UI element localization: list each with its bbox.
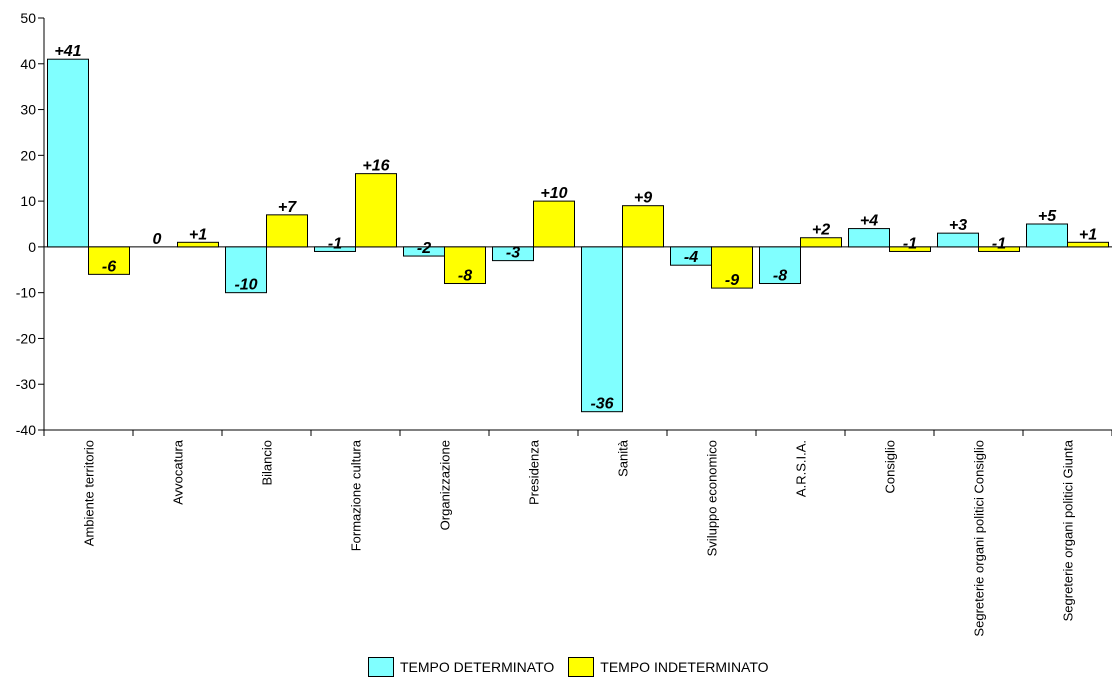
bar-tempo-determinato (1026, 223, 1068, 248)
bar-tempo-indeterminato (711, 246, 753, 289)
legend: TEMPO DETERMINATO TEMPO INDETERMINATO (368, 656, 783, 678)
data-label: +4 (860, 213, 878, 230)
bar-tempo-determinato (225, 246, 267, 294)
bar-tempo-determinato (314, 246, 356, 252)
x-category-label: Sviluppo economico (705, 440, 720, 556)
data-label: -4 (684, 249, 698, 266)
data-label: -1 (903, 235, 917, 252)
x-category-label: Consiglio (883, 440, 898, 493)
data-label: -36 (590, 396, 613, 413)
data-label: +7 (278, 199, 297, 216)
data-label: -1 (328, 235, 342, 252)
bar-tempo-indeterminato (266, 214, 308, 248)
bar-tempo-determinato (759, 246, 801, 285)
data-label: +41 (54, 43, 81, 60)
y-tick-label: 40 (20, 56, 36, 72)
data-label: +1 (189, 226, 207, 243)
data-label: -8 (773, 268, 787, 285)
y-tick-label: -40 (16, 422, 36, 438)
data-label: -9 (725, 272, 739, 289)
y-tick-label: 30 (20, 102, 36, 118)
x-category-label: Sanità (616, 439, 631, 477)
bar-tempo-indeterminato (533, 200, 575, 248)
bar-tempo-indeterminato (177, 241, 219, 248)
y-tick-label: 10 (20, 193, 36, 209)
data-label: -8 (458, 268, 472, 285)
x-category-label: Organizzazione (438, 440, 453, 530)
legend-swatch-indeterminato (568, 657, 595, 677)
data-label: -10 (234, 277, 257, 294)
bar-tempo-indeterminato (88, 246, 130, 275)
data-label: +2 (812, 222, 830, 239)
legend-item-indeterminato: TEMPO INDETERMINATO (568, 657, 769, 677)
data-label: 0 (153, 231, 162, 248)
x-category-label: Segreterie organi politici Consiglio (972, 440, 987, 637)
y-tick-label: 0 (28, 239, 36, 255)
data-label: -2 (417, 240, 431, 257)
x-category-label: Avvocatura (171, 439, 186, 505)
bar-tempo-indeterminato (622, 205, 664, 248)
x-category-label: Bilancio (260, 440, 275, 486)
bar-tempo-indeterminato (1067, 241, 1109, 248)
x-category-label: Presidenza (527, 439, 542, 505)
data-label: +16 (362, 158, 389, 175)
legend-label-determinato: TEMPO DETERMINATO (400, 659, 555, 675)
y-tick-label: 50 (20, 10, 36, 26)
data-label: +10 (540, 185, 567, 202)
x-category-label: Segreterie organi politici Giunta (1061, 439, 1076, 621)
bar-tempo-determinato (581, 246, 623, 413)
x-category-label: Ambiente territorio (82, 440, 97, 546)
data-label: +3 (949, 217, 967, 234)
bar-tempo-indeterminato (800, 237, 842, 248)
x-category-label: Formazione cultura (349, 439, 364, 551)
bar-tempo-determinato (848, 228, 890, 248)
y-tick-label: -20 (16, 330, 36, 346)
x-category-label: A.R.S.I.A. (794, 440, 809, 497)
bar-tempo-determinato (937, 232, 979, 248)
bar-tempo-indeterminato (355, 173, 397, 248)
legend-item-determinato: TEMPO DETERMINATO (368, 657, 554, 677)
data-label: +9 (634, 190, 652, 207)
bar-tempo-indeterminato (889, 246, 931, 252)
y-tick-label: 20 (20, 147, 36, 163)
data-label: +1 (1079, 226, 1097, 243)
legend-label-indeterminato: TEMPO INDETERMINATO (600, 659, 769, 675)
bar-tempo-determinato (492, 246, 534, 262)
data-label: -1 (992, 235, 1006, 252)
y-tick-label: -10 (16, 285, 36, 301)
legend-swatch-determinato (368, 657, 394, 677)
data-label: -6 (102, 258, 116, 275)
data-label: +5 (1038, 208, 1057, 225)
bar-tempo-determinato (47, 58, 89, 248)
bar-tempo-indeterminato (444, 246, 486, 285)
bar-tempo-indeterminato (978, 246, 1020, 252)
y-tick-label: -30 (16, 376, 36, 392)
data-label: -3 (506, 245, 520, 262)
